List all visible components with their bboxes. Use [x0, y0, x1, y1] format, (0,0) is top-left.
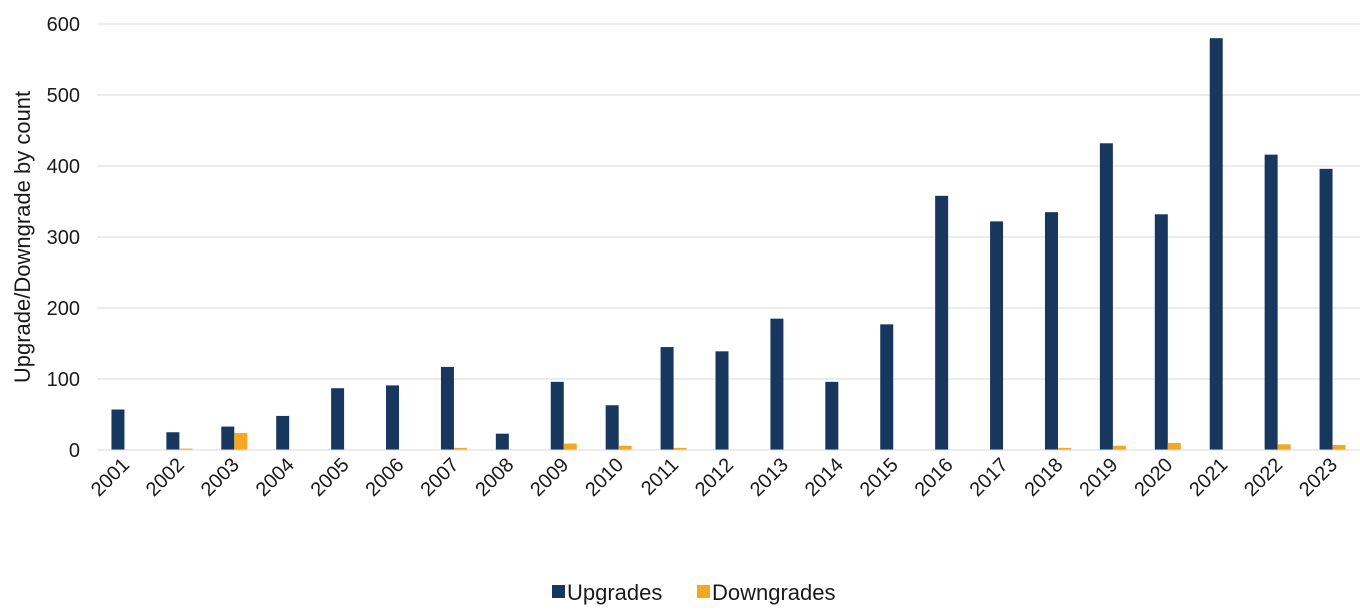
x-tick-label: 2017: [966, 454, 1013, 501]
upgrades-bar-2019: [1099, 143, 1113, 450]
x-tick-label: 2008: [471, 454, 518, 501]
downgrades-legend-swatch: [697, 585, 710, 598]
x-tick-label: 2022: [1240, 454, 1287, 501]
x-tick-label: 2007: [416, 454, 463, 501]
x-tick-label: 2011: [637, 454, 683, 500]
upgrades-bar-2001: [111, 409, 125, 450]
upgrades-bar-2004: [276, 415, 290, 450]
downgrades-legend-label: Downgrades: [712, 580, 836, 605]
downgrades-bar-2002: [179, 448, 193, 450]
downgrades-bar-2020: [1167, 442, 1181, 450]
y-tick-label: 500: [47, 85, 80, 107]
upgrades-bar-2003: [221, 426, 235, 450]
upgrades-bar-2010: [605, 405, 619, 450]
upgrades-bar-2012: [715, 351, 729, 450]
x-tick-label: 2021: [1185, 454, 1232, 501]
upgrades-bar-2007: [440, 366, 454, 450]
gridlines: [97, 23, 1360, 380]
upgrades-bar-2020: [1154, 214, 1168, 450]
x-axis-ticks: 2001 2002 2003 2004 2005 2006 2007 2008 2009 2010…: [87, 454, 1342, 501]
downgrades-bar-2019: [1112, 445, 1126, 450]
x-tick-label: 2009: [526, 454, 573, 501]
legend: Upgrades Downgrades: [552, 580, 836, 605]
downgrades-bar-2009: [563, 443, 577, 450]
downgrades-bar-2010: [618, 445, 632, 450]
downgrades-bar-2003: [234, 432, 248, 450]
y-tick-label: 600: [47, 14, 80, 36]
y-axis-ticks: 0 100 200 300 400 500 600: [47, 14, 80, 462]
x-tick-label: 2002: [142, 454, 189, 501]
y-axis-title: Upgrade/Downgrade by count: [10, 91, 35, 383]
x-tick-label: 2001: [87, 454, 134, 501]
x-tick-label: 2019: [1075, 454, 1122, 501]
y-tick-label: 0: [69, 440, 80, 462]
x-tick-label: 2006: [362, 454, 409, 501]
upgrades-bar-2018: [1044, 212, 1058, 450]
y-tick-label: 100: [47, 369, 80, 391]
upgrades-legend-label: Upgrades: [567, 580, 662, 605]
upgrades-bar-2022: [1264, 154, 1278, 450]
x-tick-label: 2014: [801, 454, 848, 501]
upgrades-bar-2009: [550, 381, 564, 450]
upgrades-bar-2005: [331, 388, 345, 450]
x-tick-label: 2020: [1130, 454, 1177, 501]
x-tick-label: 2023: [1295, 454, 1342, 501]
downgrades-bar-2011: [673, 447, 687, 450]
y-tick-label: 200: [47, 298, 80, 320]
upgrades-bar-2014: [825, 381, 839, 450]
x-tick-label: 2015: [856, 454, 903, 501]
upgrades-bar-2002: [166, 432, 180, 450]
upgrades-bar-2023: [1319, 168, 1333, 450]
bars: [111, 38, 1346, 450]
x-tick-label: 2012: [691, 454, 738, 501]
downgrades-bar-2022: [1277, 444, 1291, 450]
x-tick-label: 2003: [197, 454, 244, 501]
x-tick-label: 2005: [307, 454, 354, 501]
upgrades-bar-2017: [990, 221, 1004, 450]
upgrades-bar-2021: [1209, 38, 1223, 450]
upgrades-bar-2016: [935, 195, 949, 450]
y-tick-label: 300: [47, 227, 80, 249]
x-tick-label: 2010: [581, 454, 628, 501]
downgrades-bar-2018: [1057, 447, 1071, 450]
downgrades-bar-2007: [453, 447, 467, 450]
upgrades-bar-2011: [660, 347, 674, 450]
x-tick-label: 2013: [746, 454, 793, 501]
upgrades-bar-2006: [386, 385, 400, 450]
upgrades-legend-swatch: [552, 585, 565, 598]
downgrades-bar-2023: [1332, 445, 1346, 450]
upgrades-bar-2013: [770, 318, 784, 450]
upgrades-bar-2008: [495, 433, 509, 450]
x-tick-label: 2016: [911, 454, 958, 501]
x-tick-label: 2004: [252, 454, 299, 501]
x-tick-label: 2018: [1020, 454, 1067, 501]
y-tick-label: 400: [47, 156, 80, 178]
upgrades-bar-2015: [880, 324, 894, 450]
